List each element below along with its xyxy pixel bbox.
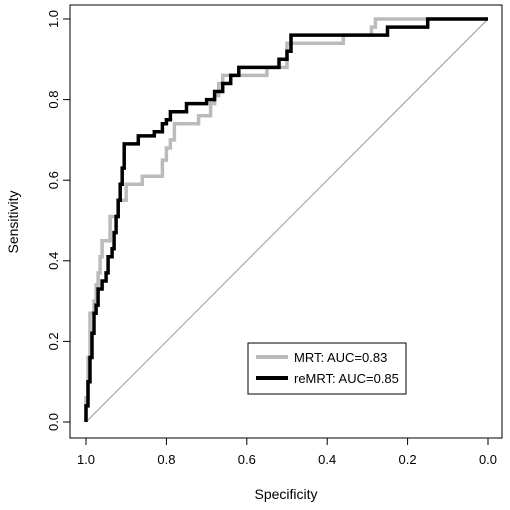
x-tick-label: 1.0 <box>77 452 95 467</box>
y-tick-label: 1.0 <box>46 10 61 28</box>
reference-diagonal <box>85 18 489 423</box>
x-tick-label: 0.6 <box>238 452 256 467</box>
plot-frame <box>69 4 503 439</box>
legend: MRT: AUC=0.83 reMRT: AUC=0.85 <box>247 342 407 395</box>
x-axis-title: Specificity <box>254 486 317 502</box>
y-axis: 0.0 0.2 0.4 0.6 0.8 1.0 <box>46 10 70 431</box>
y-tick-label: 0.8 <box>46 91 61 109</box>
x-axis: 1.0 0.8 0.6 0.4 0.2 0.0 <box>77 438 497 467</box>
y-tick-label: 0.4 <box>46 252 61 270</box>
x-tick-label: 0.4 <box>318 452 336 467</box>
x-tick-label: 0.2 <box>399 452 417 467</box>
x-tick-label: 0.0 <box>479 452 497 467</box>
y-tick-label: 0.0 <box>46 413 61 431</box>
legend-label-remrt: reMRT: AUC=0.85 <box>294 371 399 386</box>
y-tick-label: 0.6 <box>46 171 61 189</box>
x-tick-label: 0.8 <box>157 452 175 467</box>
y-tick-label: 0.2 <box>46 332 61 350</box>
legend-label-mrt: MRT: AUC=0.83 <box>294 350 387 365</box>
y-axis-title: Sensitivity <box>5 190 21 253</box>
series-lines <box>84 17 488 422</box>
legend-box <box>247 342 407 395</box>
series-line-remrt <box>84 17 488 422</box>
